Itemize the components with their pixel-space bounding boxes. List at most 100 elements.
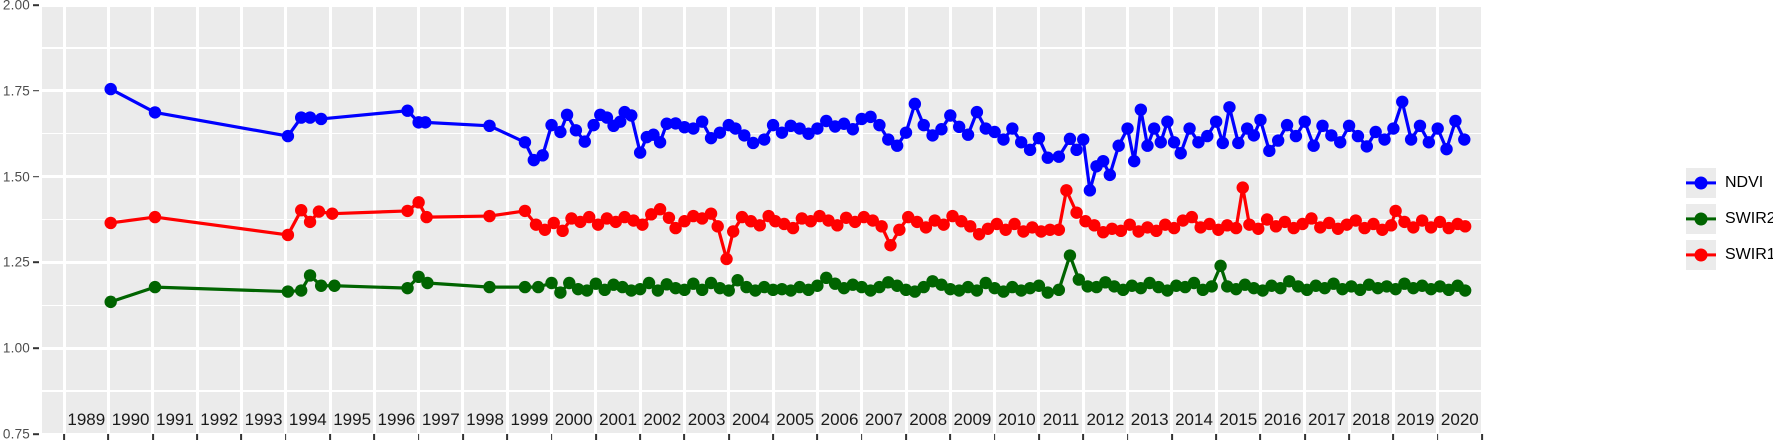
y-tick-mark <box>33 347 39 349</box>
data-point <box>583 210 596 224</box>
x-tick-mark <box>506 434 509 440</box>
legend-item-swir1[interactable]: SWIR1 <box>1686 240 1773 270</box>
data-point <box>711 220 724 233</box>
data-point <box>873 118 886 132</box>
y-tick-label: 1.50 <box>2 169 30 185</box>
data-point <box>401 104 414 117</box>
y-tick-mark <box>33 90 39 92</box>
x-tick-label: 1996 <box>377 410 416 429</box>
x-tick-mark <box>816 434 819 440</box>
data-point <box>660 117 673 130</box>
data-point <box>1043 223 1057 236</box>
data-point <box>1349 214 1362 227</box>
grid-line-horizontal-minor <box>42 47 1482 49</box>
data-point <box>556 224 569 238</box>
x-tick-mark <box>1436 434 1439 440</box>
x-tick-mark <box>240 434 243 440</box>
y-tick-label: 0.75 <box>2 426 30 442</box>
data-point <box>1458 220 1472 233</box>
data-point <box>1052 283 1066 297</box>
data-point <box>1389 204 1402 218</box>
x-tick-label: 1990 <box>111 410 150 429</box>
legend-label: SWIR2 <box>1725 210 1773 227</box>
legend-label: NDVI <box>1725 174 1764 191</box>
data-point <box>831 219 844 232</box>
data-point <box>999 223 1012 236</box>
x-tick-label: 2003 <box>687 410 726 429</box>
data-point <box>1103 168 1117 182</box>
data-point <box>917 118 930 132</box>
data-point <box>1433 215 1447 229</box>
legend-item-ndvi[interactable]: NDVI <box>1686 168 1773 198</box>
data-point <box>148 280 162 294</box>
x-tick-mark <box>683 434 686 440</box>
data-point <box>662 211 676 224</box>
data-point <box>738 129 751 142</box>
x-tick-label: 2012 <box>1086 410 1125 429</box>
data-point <box>614 115 627 128</box>
series-ndvi <box>104 82 1471 197</box>
data-point <box>970 105 984 119</box>
data-point <box>811 122 824 135</box>
x-tick-mark <box>550 434 553 440</box>
data-point <box>884 239 897 252</box>
data-point <box>1209 115 1223 128</box>
data-point <box>882 133 895 146</box>
data-point <box>281 228 295 242</box>
grid-line-horizontal-major <box>42 89 1482 93</box>
x-tick-label: 2004 <box>732 410 770 429</box>
data-point <box>554 286 567 299</box>
data-point <box>1032 279 1046 292</box>
data-point <box>919 221 933 234</box>
x-tick-mark <box>1481 434 1483 440</box>
data-point <box>1229 221 1243 235</box>
data-point <box>295 284 308 297</box>
data-point <box>483 119 496 133</box>
data-point <box>893 223 906 236</box>
grid-line-vertical-major <box>1480 5 1482 434</box>
data-point <box>1404 133 1418 146</box>
grid-line-horizontal-major <box>42 5 1482 7</box>
data-point <box>1415 214 1429 227</box>
legend-key-swatch <box>1686 204 1716 234</box>
x-tick-label: 2011 <box>1042 410 1080 429</box>
data-point <box>148 106 162 119</box>
data-point <box>642 276 656 290</box>
data-point <box>1060 184 1073 197</box>
data-point <box>1183 122 1196 135</box>
legend-item-swir2[interactable]: SWIR2 <box>1686 204 1773 234</box>
y-axis: 2.00 1.75 1.50 1.25 1.00 0.75 <box>0 0 42 442</box>
data-point <box>1387 122 1400 135</box>
x-tick-label: 2019 <box>1396 410 1435 429</box>
x-tick-label: 2013 <box>1130 410 1169 429</box>
data-point <box>653 203 667 216</box>
x-tick-label: 1991 <box>156 410 194 429</box>
data-point <box>421 276 434 290</box>
y-tick-mark <box>33 175 39 178</box>
data-point <box>746 136 760 150</box>
x-tick-label: 2005 <box>776 410 815 429</box>
grid-line-vertical-major <box>328 5 332 434</box>
legend-key-swatch <box>1686 240 1716 270</box>
data-point <box>1123 218 1136 231</box>
data-point <box>1052 223 1066 236</box>
data-point <box>1413 119 1427 133</box>
data-point <box>1192 136 1205 149</box>
data-point <box>633 282 647 296</box>
data-point <box>1342 119 1356 133</box>
data-point <box>820 271 833 285</box>
x-tick-label: 1999 <box>510 410 549 429</box>
y-tick-mark <box>33 261 39 264</box>
data-point <box>988 125 1001 139</box>
x-tick-mark <box>949 434 952 440</box>
data-point <box>935 123 948 136</box>
data-point <box>1305 212 1318 225</box>
data-point <box>875 220 888 233</box>
x-tick-label: 1994 <box>288 410 327 429</box>
data-point <box>1260 213 1274 226</box>
data-point <box>1298 115 1311 128</box>
data-point <box>846 123 860 136</box>
data-point <box>1203 217 1216 231</box>
data-point <box>1247 129 1261 142</box>
series-layer <box>104 82 1472 309</box>
